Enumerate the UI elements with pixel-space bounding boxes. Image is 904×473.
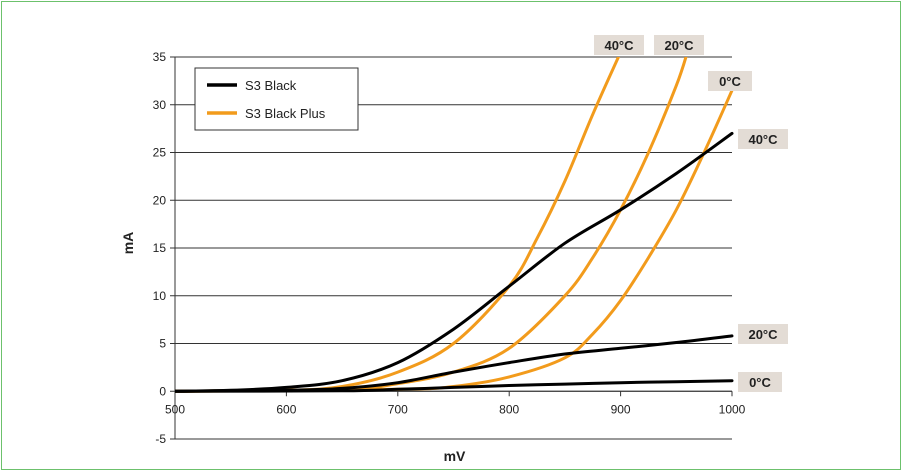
series-tag-label: 20°C — [748, 327, 778, 342]
legend-label: S3 Black — [245, 78, 297, 93]
y-tick-label: 10 — [153, 289, 167, 303]
x-tick-label: 800 — [499, 402, 519, 416]
series-tag-label: 20°C — [664, 38, 694, 53]
s3-black-0c-line — [175, 379, 734, 393]
y-tick-label: 0 — [159, 384, 166, 398]
series-tag-background — [738, 372, 782, 392]
series-tag-background — [738, 324, 788, 344]
series-tag-label: 0°C — [749, 375, 771, 390]
y-axis-title: mA — [120, 232, 136, 255]
series-tag-background — [738, 129, 788, 149]
s3-black-40c-line — [175, 131, 734, 393]
x-tick-label: 600 — [276, 402, 296, 416]
legend-label: S3 Black Plus — [245, 106, 326, 121]
y-tick-label: 25 — [153, 146, 167, 160]
y-tick-label: 35 — [153, 50, 167, 64]
series-tag-label: 40°C — [748, 132, 778, 147]
y-tick-label: 20 — [153, 193, 167, 207]
series-tag-background — [594, 35, 644, 55]
x-tick-label: 700 — [388, 402, 408, 416]
y-tick-label: -5 — [155, 432, 166, 446]
series-tag-label: 0°C — [719, 74, 741, 89]
x-tick-label: 500 — [165, 402, 185, 416]
legend-box — [194, 67, 359, 131]
x-tick-label: 900 — [611, 402, 631, 416]
y-tick-label: 15 — [153, 241, 167, 255]
y-tick-label: 5 — [159, 337, 166, 351]
x-axis-title: mV — [444, 448, 466, 464]
series-tag-label: 40°C — [604, 38, 634, 53]
series-tag-background — [708, 71, 752, 91]
y-tick-label: 30 — [153, 98, 167, 112]
series-tag-background — [654, 35, 704, 55]
x-tick-label: 1000 — [719, 402, 746, 416]
